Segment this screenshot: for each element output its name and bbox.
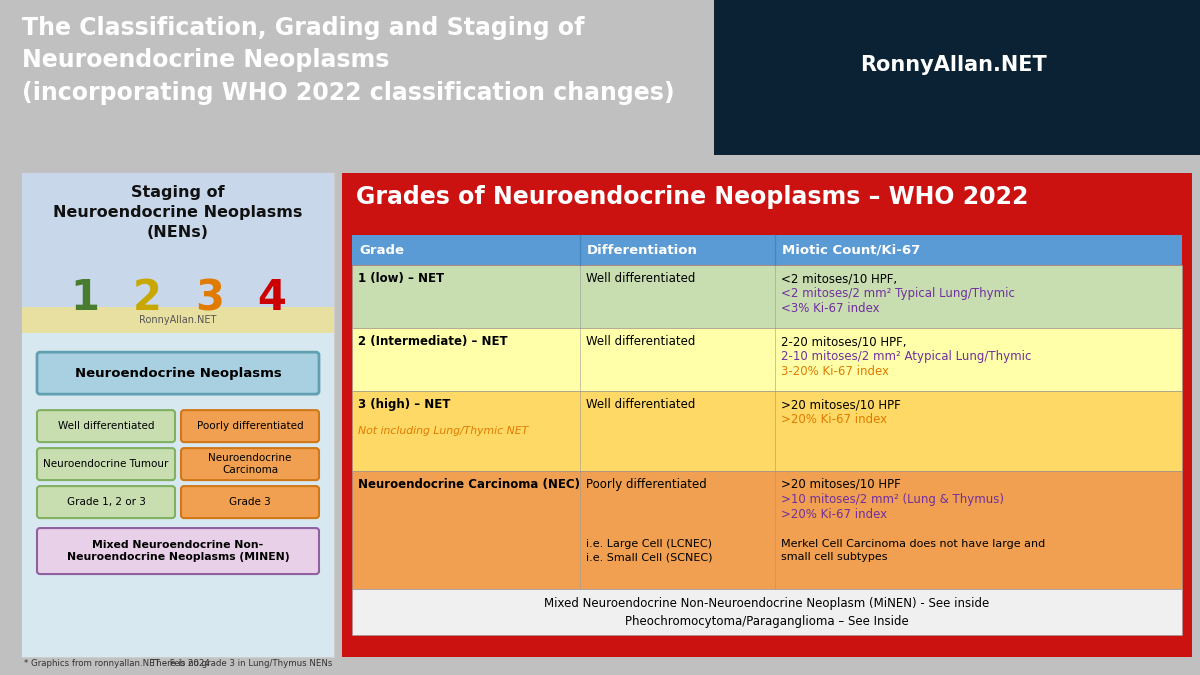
Text: 4: 4 [257,277,286,319]
Text: Poorly differentiated: Poorly differentiated [197,421,304,431]
FancyBboxPatch shape [37,528,319,574]
FancyBboxPatch shape [352,392,1182,471]
Text: Grade 3: Grade 3 [229,497,271,507]
FancyBboxPatch shape [37,486,175,518]
Text: 3-20% Ki-67 index: 3-20% Ki-67 index [781,365,889,378]
Text: Well differentiated: Well differentiated [587,335,696,348]
FancyBboxPatch shape [37,352,319,394]
Text: The Classification, Grading and Staging of
Neuroendocrine Neoplasms
(incorporati: The Classification, Grading and Staging … [22,16,674,105]
FancyBboxPatch shape [22,307,334,333]
FancyBboxPatch shape [22,333,334,657]
Text: Well differentiated: Well differentiated [587,272,696,286]
Text: <2 mitoses/10 HPF,: <2 mitoses/10 HPF, [781,272,898,286]
FancyBboxPatch shape [352,235,1182,265]
Text: Merkel Cell Carcinoma does not have large and
small cell subtypes: Merkel Cell Carcinoma does not have larg… [781,539,1045,562]
Text: RonnyAllan.NET: RonnyAllan.NET [139,315,217,325]
Text: <2 mitoses/2 mm² Typical Lung/Thymic: <2 mitoses/2 mm² Typical Lung/Thymic [781,287,1015,300]
Text: i.e. Large Cell (LCNEC)
i.e. Small Cell (SCNEC): i.e. Large Cell (LCNEC) i.e. Small Cell … [587,539,713,562]
Text: >20% Ki-67 index: >20% Ki-67 index [781,508,888,521]
Text: >10 mitoses/2 mm² (Lung & Thymus): >10 mitoses/2 mm² (Lung & Thymus) [781,493,1004,506]
FancyBboxPatch shape [22,173,334,657]
FancyBboxPatch shape [181,486,319,518]
Text: Grade: Grade [359,244,404,256]
Text: Mixed Neuroendocrine Non-Neuroendocrine Neoplasm (MiNEN) - See inside
Pheochromo: Mixed Neuroendocrine Non-Neuroendocrine … [545,597,990,628]
Text: 2: 2 [132,277,161,319]
Text: * Graphics from ronnyallan.NET – Feb 2024: * Graphics from ronnyallan.NET – Feb 202… [24,659,210,668]
Text: Differentiation: Differentiation [587,244,698,256]
Text: >20% Ki-67 index: >20% Ki-67 index [781,414,888,427]
Text: Staging of
Neuroendocrine Neoplasms
(NENs): Staging of Neuroendocrine Neoplasms (NEN… [53,185,302,240]
FancyBboxPatch shape [181,448,319,480]
Text: 3 (high) – NET: 3 (high) – NET [358,398,450,412]
Text: Well differentiated: Well differentiated [587,398,696,412]
FancyBboxPatch shape [181,410,319,442]
FancyBboxPatch shape [714,0,1200,155]
FancyBboxPatch shape [352,328,1182,392]
Text: Miotic Count/Ki-67: Miotic Count/Ki-67 [782,244,920,256]
FancyBboxPatch shape [352,265,1182,328]
Text: 1: 1 [70,277,98,319]
Text: 1 (low) – NET: 1 (low) – NET [358,272,444,286]
FancyBboxPatch shape [352,471,1182,589]
Text: Grade 1, 2 or 3: Grade 1, 2 or 3 [66,497,145,507]
FancyBboxPatch shape [22,173,334,333]
Text: ©RonnyAllan.NET – February 2024: ©RonnyAllan.NET – February 2024 [665,639,869,653]
Text: Grades of Neuroendocrine Neoplasms – WHO 2022: Grades of Neuroendocrine Neoplasms – WHO… [356,185,1028,209]
FancyBboxPatch shape [37,410,175,442]
Text: 3: 3 [194,277,223,319]
FancyBboxPatch shape [342,173,1192,657]
Text: 2-10 mitoses/2 mm² Atypical Lung/Thymic: 2-10 mitoses/2 mm² Atypical Lung/Thymic [781,350,1032,363]
Text: Neuroendocrine
Carcinoma: Neuroendocrine Carcinoma [209,454,292,475]
Text: Well differentiated: Well differentiated [58,421,155,431]
FancyBboxPatch shape [352,589,1182,635]
Text: >20 mitoses/10 HPF: >20 mitoses/10 HPF [781,398,901,412]
Text: Neuroendocrine Carcinoma (NEC): Neuroendocrine Carcinoma (NEC) [358,478,580,491]
FancyBboxPatch shape [37,448,175,480]
Text: >20 mitoses/10 HPF: >20 mitoses/10 HPF [781,478,901,491]
Text: <3% Ki-67 index: <3% Ki-67 index [781,302,880,315]
Text: Neuroendocrine Tumour: Neuroendocrine Tumour [43,459,169,469]
Text: There is no grade 3 in Lung/Thymus NENs: There is no grade 3 in Lung/Thymus NENs [151,659,332,668]
Text: Poorly differentiated: Poorly differentiated [587,478,707,491]
Text: Not including Lung/Thymic NET: Not including Lung/Thymic NET [358,427,528,437]
Text: RonnyAllan.NET: RonnyAllan.NET [860,55,1048,75]
Text: Neuroendocrine Neoplasms: Neuroendocrine Neoplasms [74,367,281,379]
Text: 2-20 mitoses/10 HPF,: 2-20 mitoses/10 HPF, [781,335,907,348]
Text: Mixed Neuroendocrine Non-
Neuroendocrine Neoplasms (MINEN): Mixed Neuroendocrine Non- Neuroendocrine… [67,540,289,562]
Text: 2 (Intermediate) – NET: 2 (Intermediate) – NET [358,335,508,348]
